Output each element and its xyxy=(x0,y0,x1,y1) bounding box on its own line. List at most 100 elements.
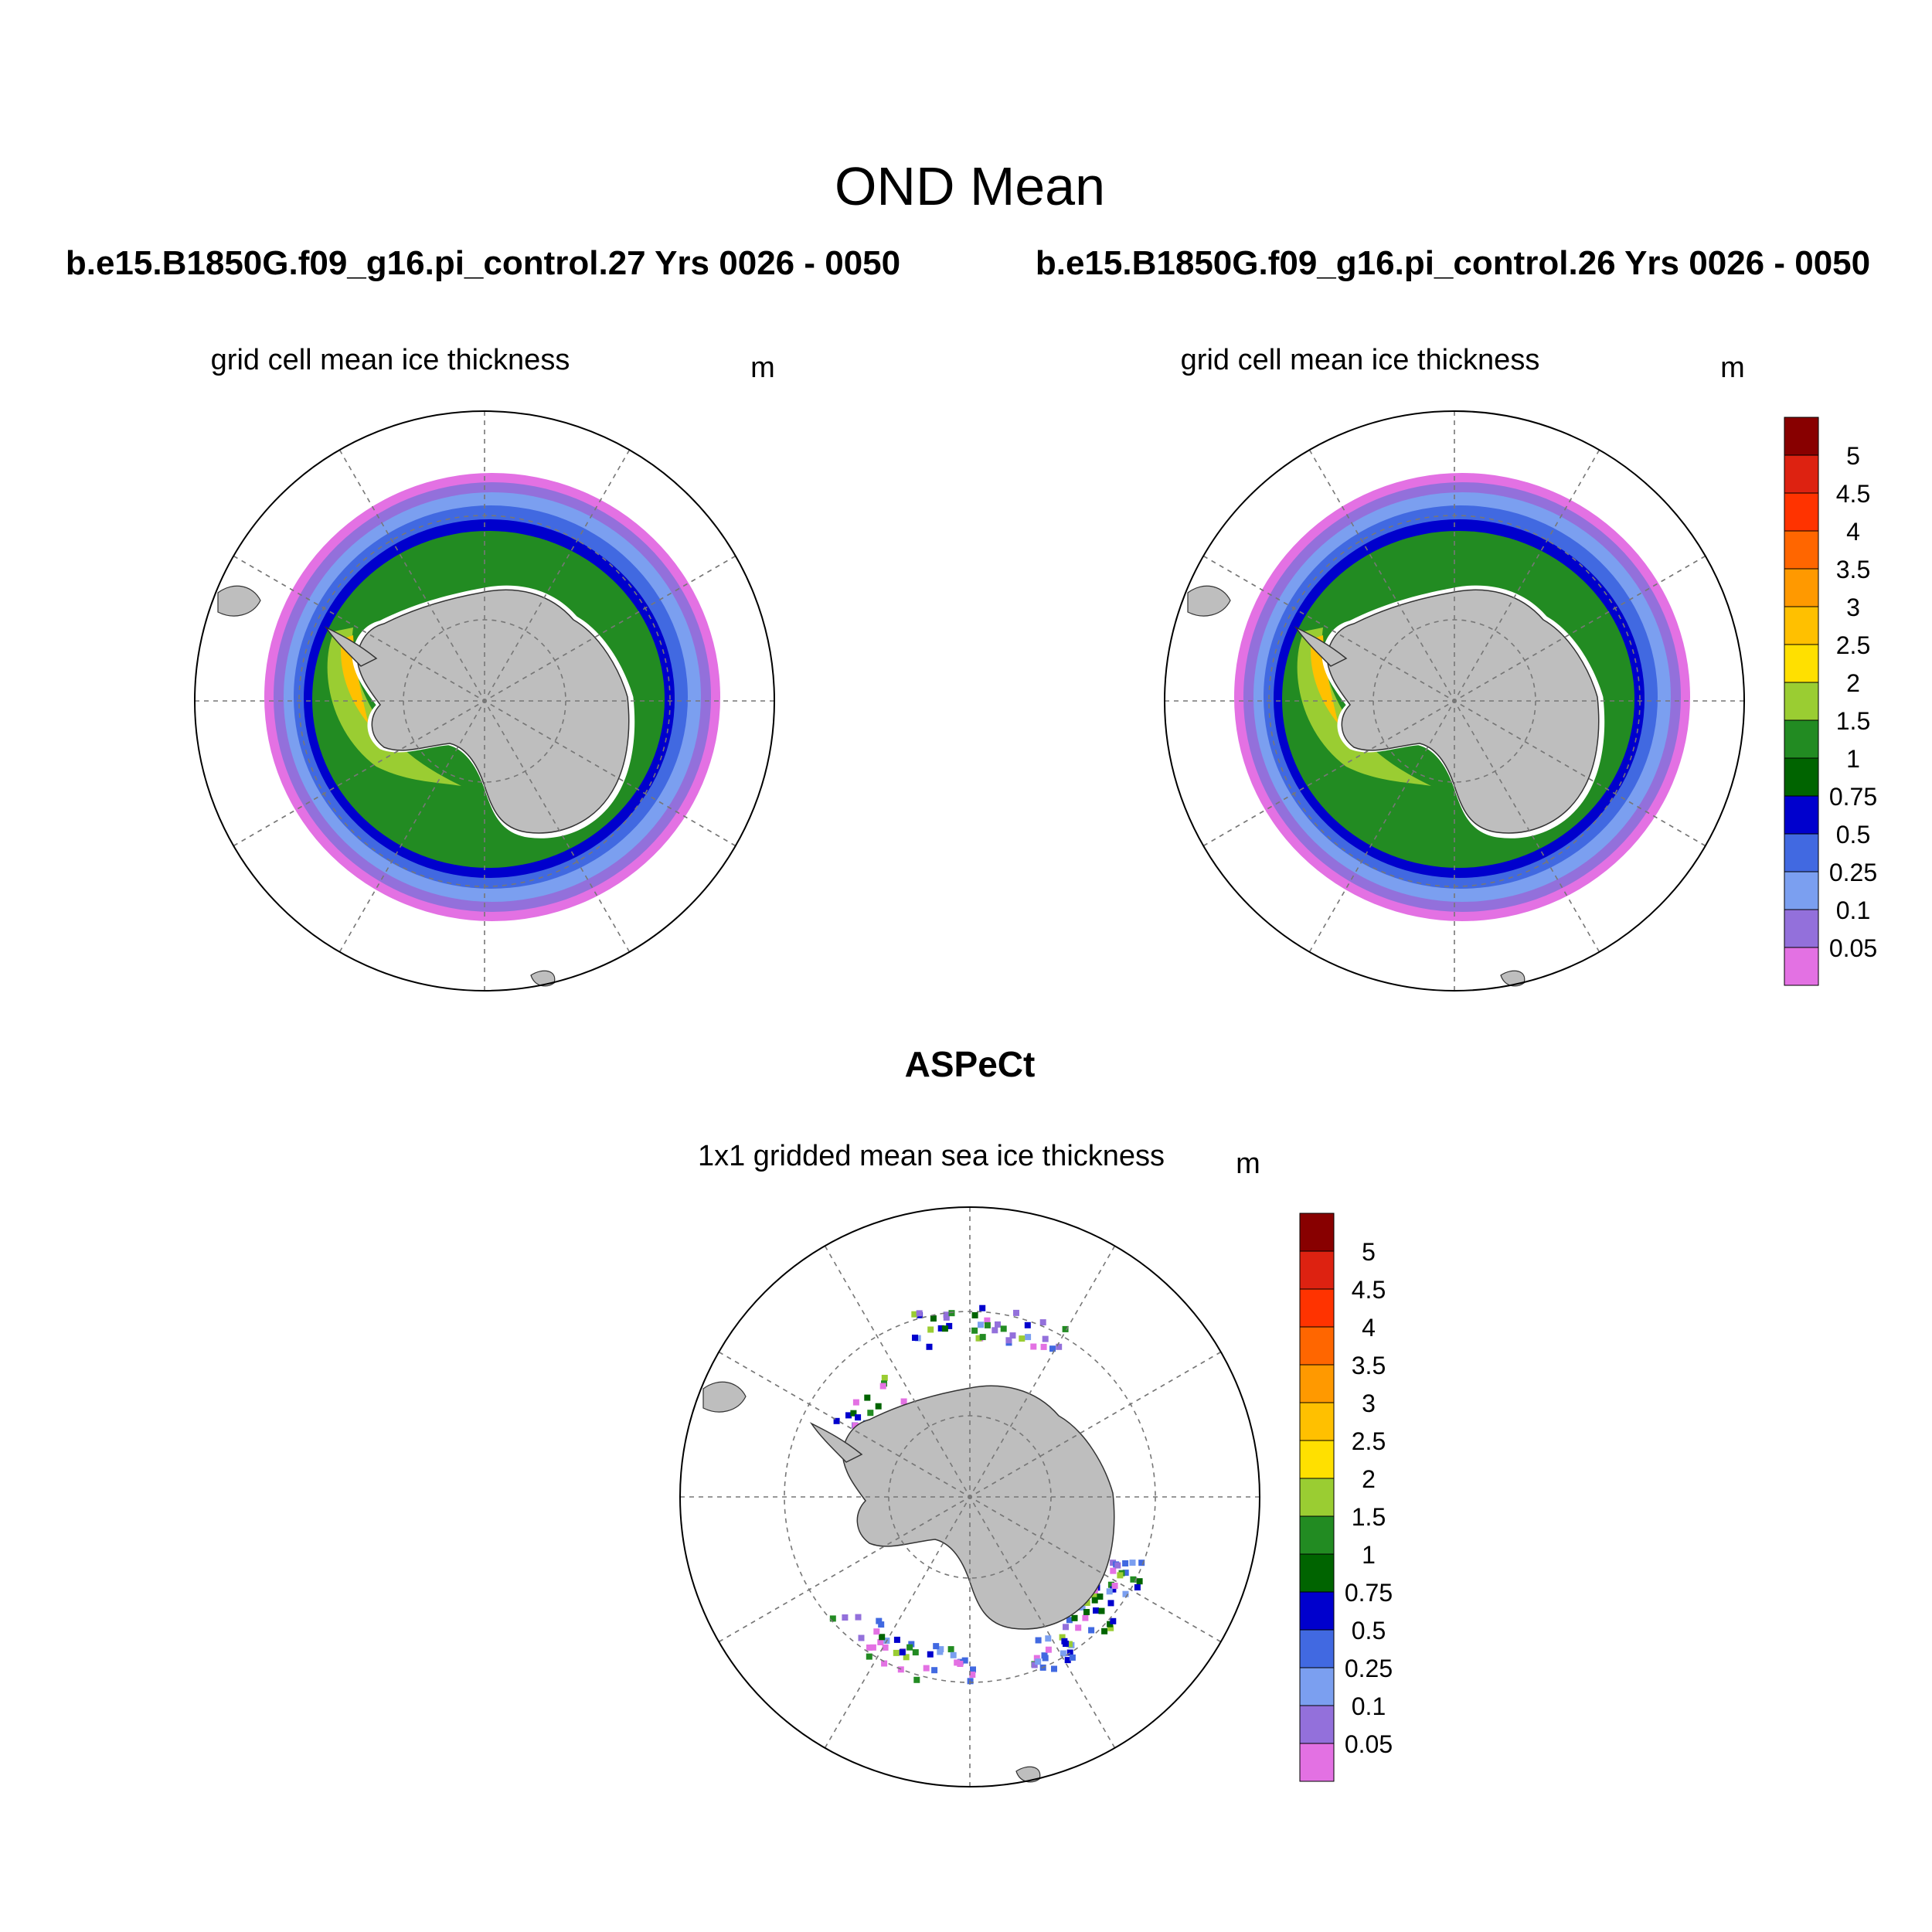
colorbar-swatch xyxy=(1784,757,1819,797)
ice-observation-cell xyxy=(969,1672,976,1678)
ice-observation-cell xyxy=(911,1311,918,1318)
ice-observation-cell xyxy=(1024,1321,1031,1328)
top-colorbar: 0.05 0.1 0.25 0.5 0.75 1 1.5 2 2.5 3 3.5 4 4.5 5 xyxy=(1784,417,1877,986)
colorbar-tick-label: 0.25 xyxy=(1345,1655,1393,1682)
map-border xyxy=(194,410,775,992)
colorbar-tick-label: 1.5 xyxy=(1836,707,1870,735)
ice-observation-cell xyxy=(866,1645,872,1651)
colorbar-tick-label: 3 xyxy=(1846,594,1860,621)
ice-observation-cell xyxy=(1107,1624,1114,1631)
left-panel-units: m xyxy=(750,352,775,384)
ice-observation-cell xyxy=(975,1335,982,1342)
colorbar-tick-label: 5 xyxy=(1362,1238,1376,1266)
ice-observation-cell xyxy=(1000,1325,1007,1332)
ice-observation-cell xyxy=(1093,1607,1099,1614)
ice-observation-cell xyxy=(858,1634,865,1641)
colorbar-tick-label: 3.5 xyxy=(1836,556,1870,583)
ice-observation-cell xyxy=(903,1654,910,1661)
colorbar-swatch xyxy=(1299,1705,1335,1744)
ice-observation-cell xyxy=(927,1651,934,1658)
ice-observation-cell xyxy=(970,1666,976,1673)
colorbar-tick-label: 1 xyxy=(1846,745,1860,773)
ice-observation-cell xyxy=(908,1641,915,1648)
ice-observation-cell xyxy=(1110,1617,1117,1624)
ice-observation-cell xyxy=(878,1621,885,1628)
ice-observation-cell xyxy=(927,1326,934,1333)
colorbar-tick-label: 0.05 xyxy=(1345,1730,1393,1758)
colorbar-swatch xyxy=(1784,568,1819,607)
ice-observation-cell xyxy=(1031,1662,1038,1668)
colorbar-swatch xyxy=(1299,1591,1335,1631)
bottom-heading: ASPeCt xyxy=(905,1044,1036,1084)
bottom-panel-units: m xyxy=(1236,1148,1260,1180)
ice-observation-cell xyxy=(906,1644,913,1651)
ice-observation-cell xyxy=(833,1417,840,1424)
ice-observation-cell xyxy=(916,1310,923,1317)
ice-observation-cell xyxy=(1107,1581,1114,1588)
colorbar-swatch xyxy=(1784,492,1819,532)
ice-observation-cell xyxy=(893,1636,900,1643)
ice-observation-cell xyxy=(1063,1641,1069,1647)
colorbar-swatch xyxy=(1784,947,1819,986)
colorbar-tick-label: 0.1 xyxy=(1836,896,1870,924)
colorbar-tick-label: 4 xyxy=(1362,1314,1376,1342)
ice-observation-cell xyxy=(869,1644,876,1651)
ice-observation-cell xyxy=(971,1312,978,1318)
ice-observation-cell xyxy=(946,1322,953,1329)
ice-observation-cell xyxy=(873,1628,880,1635)
thickest-ice-wedge xyxy=(341,635,369,724)
ice-observation-cell xyxy=(893,1649,900,1656)
ice-observation-cell xyxy=(1064,1657,1071,1664)
ice-observation-cell xyxy=(947,1646,954,1653)
graticule xyxy=(680,1207,1260,1787)
colorbar-swatch xyxy=(1784,871,1819,910)
colorbar-tick-label: 1 xyxy=(1362,1541,1376,1569)
ice-observation-cell xyxy=(913,1676,920,1683)
south-america-tip xyxy=(217,585,261,617)
ice-observation-cell xyxy=(1066,1617,1073,1624)
ice-observation-cell xyxy=(1042,1335,1049,1342)
colorbar-tick-label: 2.5 xyxy=(1352,1427,1386,1455)
ice-observation-cell xyxy=(1129,1560,1136,1566)
ice-observation-cell xyxy=(1030,1343,1037,1350)
colorbar-swatch xyxy=(1299,1667,1335,1706)
ice-observation-cell xyxy=(937,1325,944,1332)
ice-observation-cell xyxy=(1110,1567,1117,1574)
colorbar-swatch xyxy=(1299,1250,1335,1290)
ice-observation-cell xyxy=(1005,1337,1012,1344)
ice-observation-cell xyxy=(961,1657,968,1664)
ice-observation-cell xyxy=(1035,1637,1042,1644)
left-case-title: b.e15.B1850G.f09_g16.pi_control.27 Yrs 0… xyxy=(66,244,900,282)
ice-observation-cell xyxy=(1009,1332,1016,1339)
meridian-line xyxy=(233,555,736,847)
ice-observation-cell xyxy=(1049,1345,1056,1352)
ice-observation-cell xyxy=(882,1644,889,1651)
colorbar-tick-label: 0.25 xyxy=(1829,859,1877,886)
ice-observation-cell xyxy=(875,1403,882,1410)
colorbar-swatch xyxy=(1784,719,1819,759)
ice-observation-cell xyxy=(1075,1624,1082,1631)
ice-observation-cell xyxy=(984,1317,991,1324)
colorbar-swatch xyxy=(1784,530,1819,570)
ice-observation-cell xyxy=(1062,1325,1069,1332)
ice-observation-cell xyxy=(1097,1594,1104,1600)
south-america-tip xyxy=(1187,585,1231,617)
colorbar-swatch xyxy=(1784,833,1819,872)
bottom-panel-subtitle: 1x1 gridded mean sea ice thickness xyxy=(698,1140,1165,1172)
ice-observation-cell xyxy=(1101,1628,1108,1634)
ice-observation-cell xyxy=(855,1414,862,1421)
ice-observation-cell xyxy=(842,1614,849,1621)
ice-observation-cell xyxy=(1111,1583,1118,1589)
ice-observation-cell xyxy=(1082,1614,1089,1621)
colorbar-tick-label: 2 xyxy=(1362,1465,1376,1493)
ice-observation-cell xyxy=(855,1614,862,1621)
ice-observation-cell xyxy=(1083,1600,1090,1606)
ice-observation-cell xyxy=(879,1634,886,1641)
ice-observation-cell xyxy=(899,1649,906,1656)
ice-observation-cell xyxy=(1019,1335,1026,1342)
ice-observation-cell xyxy=(1056,1343,1063,1350)
ice-observation-cell xyxy=(1088,1627,1095,1634)
ice-observation-cell xyxy=(864,1394,871,1401)
bottom-colorbar: 0.05 0.1 0.25 0.5 0.75 1 1.5 2 2.5 3 3.5 4 4.5 5 xyxy=(1299,1213,1393,1782)
